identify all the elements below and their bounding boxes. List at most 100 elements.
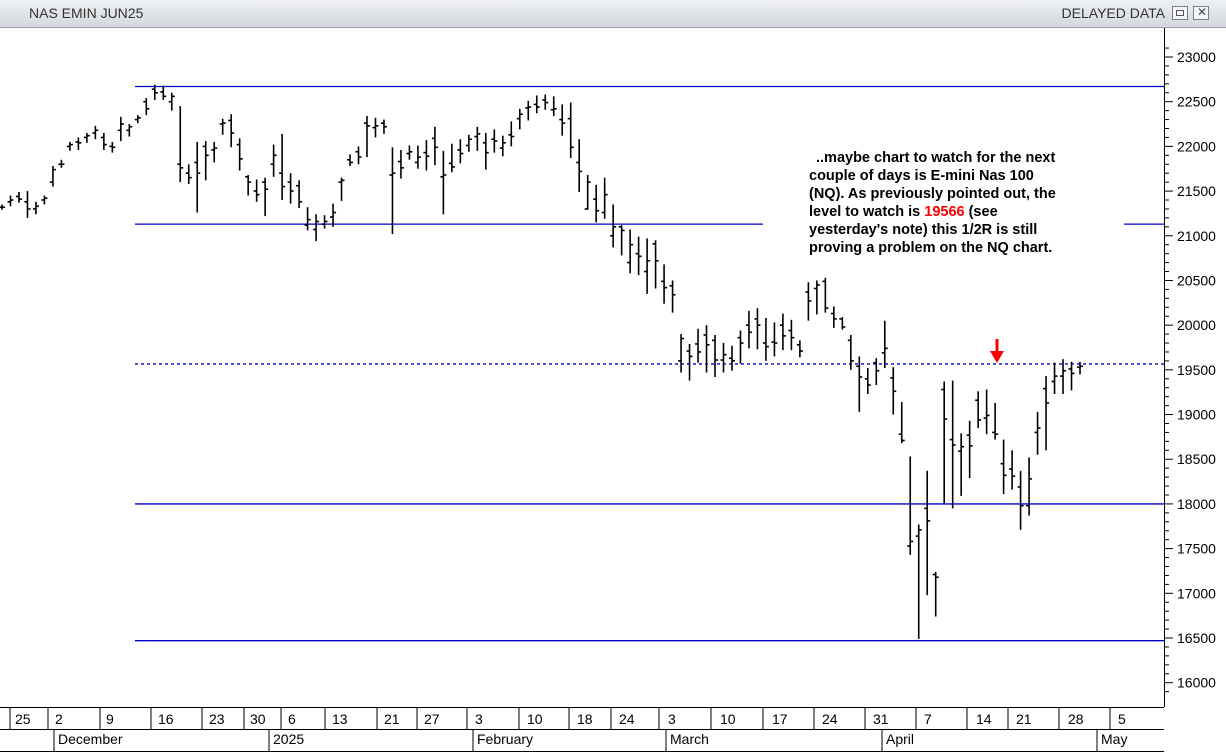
ohlc-bar — [559, 104, 566, 136]
ohlc-bar — [100, 132, 107, 150]
ohlc-bar — [236, 138, 243, 171]
note-line-1: ..maybe chart to watch for the next — [816, 150, 1055, 166]
y-tick-label: 20500 — [1177, 272, 1216, 288]
ohlc-bar — [703, 325, 710, 373]
ohlc-bar — [788, 319, 795, 351]
ohlc-bar — [822, 277, 829, 313]
ohlc-bar — [932, 571, 939, 617]
ohlc-bar — [431, 126, 438, 166]
ohlc-bar — [762, 318, 769, 361]
ohlc-bar — [771, 322, 778, 357]
y-tick-label: 19000 — [1177, 407, 1216, 423]
ohlc-bar — [856, 356, 863, 412]
ohlc-bar — [177, 106, 184, 183]
note-level-value: 19566 — [924, 204, 964, 220]
ohlc-bar — [491, 129, 498, 153]
x-day-label: 30 — [250, 711, 266, 727]
x-day-label: 17 — [772, 711, 788, 727]
x-month-label: 2025 — [273, 731, 304, 747]
x-day-label: 10 — [720, 711, 736, 727]
ohlc-bar — [202, 141, 209, 181]
ohlc-bar — [745, 310, 752, 349]
y-tick-label: 20000 — [1177, 317, 1216, 333]
ohlc-bar — [584, 174, 591, 210]
ohlc-bar — [1077, 361, 1083, 375]
x-day-label: 18 — [577, 711, 593, 727]
ohlc-bar — [126, 124, 133, 137]
y-tick-label: 18500 — [1177, 451, 1216, 467]
ohlc-bar — [839, 317, 846, 330]
x-day-label: 21 — [1016, 711, 1032, 727]
ohlc-bar — [949, 380, 956, 509]
ohlc-bar — [678, 334, 685, 373]
ohlc-bar — [754, 308, 761, 350]
y-tick-label: 19500 — [1177, 362, 1216, 378]
ohlc-bar — [915, 524, 922, 639]
ohlc-bar — [847, 334, 854, 370]
x-day-label: 31 — [873, 711, 889, 727]
ohlc-bar — [49, 166, 56, 187]
ohlc-bar — [779, 313, 786, 351]
ohlc-bar — [414, 145, 421, 169]
x-month-label: March — [670, 731, 709, 747]
ohlc-bar — [627, 229, 634, 274]
ohlc-bar — [83, 132, 90, 143]
x-axis: 25 2 9 16 23 30 6 13 21 27 3 10 18 24 3 10 17 24 31 7 14 21 28… — [0, 707, 1164, 752]
window-titlebar: NAS EMIN JUN25 DELAYED DATA ✕ — [0, 0, 1226, 28]
x-day-label: 5 — [1118, 711, 1126, 727]
note-line-5: yesterday's note) this 1/2R is still — [809, 222, 1037, 238]
x-day-label: 13 — [332, 711, 348, 727]
ohlc-bar — [321, 215, 328, 229]
ohlc-bar — [313, 214, 320, 242]
x-day-label: 14 — [976, 711, 992, 727]
y-tick-label: 22000 — [1177, 138, 1216, 154]
ohlc-bar — [941, 381, 948, 504]
x-month-label: February — [477, 731, 533, 747]
chart-background — [0, 28, 1226, 752]
ohlc-bar — [635, 236, 642, 276]
ohlc-bar — [898, 402, 905, 444]
ohlc-bar — [363, 115, 370, 158]
note-line-2: couple of days is E-mini Nas 100 — [809, 168, 1034, 184]
ohlc-bar — [270, 144, 277, 177]
y-tick-label: 17500 — [1177, 541, 1216, 557]
close-icon[interactable]: ✕ — [1193, 5, 1209, 20]
x-day-label: 3 — [668, 711, 676, 727]
ohlc-bar — [737, 330, 744, 364]
ohlc-bar — [245, 174, 252, 196]
y-tick-label: 16500 — [1177, 630, 1216, 646]
x-month-label: May — [1101, 731, 1127, 747]
x-day-label: 3 — [475, 711, 483, 727]
ohlc-bar — [448, 143, 455, 173]
restore-icon[interactable] — [1172, 6, 1188, 20]
ohlc-bar — [508, 121, 515, 147]
ohlc-bar — [975, 391, 982, 428]
ohlc-bar — [211, 141, 218, 163]
ohlc-bar — [533, 95, 540, 114]
ohlc-bar — [406, 145, 413, 160]
ohlc-bar — [338, 177, 345, 201]
ohlc-bar — [117, 116, 124, 142]
ohlc-bar — [143, 98, 150, 116]
x-month-label: December — [58, 731, 123, 747]
ohlc-bar — [465, 134, 472, 152]
note-line-4-post: (see — [965, 204, 998, 220]
ohlc-bar — [262, 177, 269, 217]
ohlc-bar — [151, 84, 158, 100]
ohlc-bar — [695, 328, 702, 363]
ohlc-bar — [66, 141, 73, 151]
ohlc-bar — [958, 433, 965, 496]
ohlc-bar — [1034, 411, 1041, 455]
ohlc-bar — [15, 191, 22, 203]
ohlc-bar — [253, 179, 260, 202]
ohlc-bar — [669, 280, 676, 313]
ohlc-bar — [440, 150, 447, 215]
note-line-3: (NQ). As previously pointed out, the — [809, 186, 1056, 202]
ohlc-bar — [652, 240, 659, 289]
ohlc-bar — [593, 184, 600, 223]
ohlc-bar — [1009, 450, 1016, 490]
ohlc-bar — [924, 470, 931, 596]
ohlc-bar — [983, 389, 990, 435]
x-day-label: 2 — [55, 711, 63, 727]
ohlc-bar — [1051, 362, 1058, 394]
